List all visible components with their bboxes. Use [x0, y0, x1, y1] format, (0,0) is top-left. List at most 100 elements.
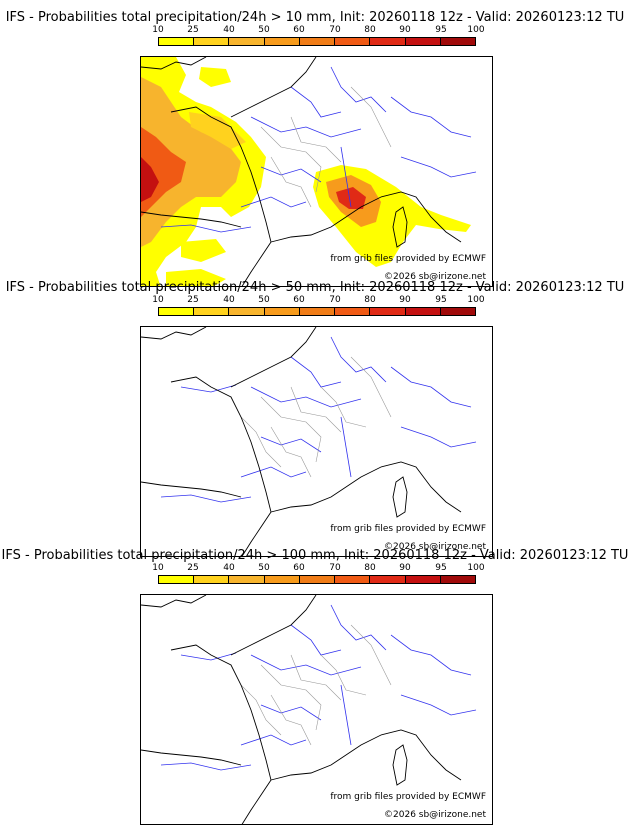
colorbar-tick: 60	[293, 25, 305, 35]
region-border	[320, 654, 367, 696]
river	[400, 426, 477, 448]
colorbar-tick: 10	[152, 295, 164, 305]
colorbar-tick: 95	[435, 295, 447, 305]
colorbar-swatches	[158, 37, 476, 46]
coastline-france-west	[170, 376, 272, 556]
colorbar-tick: 50	[258, 25, 270, 35]
colorbar-tick: 40	[223, 563, 235, 573]
river	[240, 466, 307, 478]
colorbar-swatch	[229, 38, 265, 45]
panel-title: IFS - Probabilities total precipitation/…	[1, 548, 629, 563]
colorbar-tick: 60	[293, 295, 305, 305]
rivers	[160, 66, 477, 233]
colorbar-ticks: 10 25 40 50 60 70 80 90 95 100	[152, 563, 484, 574]
colorbar-tick: 90	[399, 295, 411, 305]
river	[180, 384, 237, 393]
colorbar-swatch	[440, 308, 475, 315]
precip-area-brittany-strip	[189, 112, 246, 149]
colorbar-ticks: 10 25 40 50 60 70 80 90 95 100	[152, 25, 484, 36]
coastlines	[141, 57, 462, 286]
colorbar-swatch	[194, 38, 230, 45]
precip-patch	[199, 67, 231, 87]
precip-area-alps-core	[336, 187, 366, 209]
precip-patch	[166, 269, 226, 286]
region-border	[320, 386, 367, 428]
colorbar-swatch	[194, 308, 230, 315]
colorbar-tick: 25	[187, 563, 199, 573]
river	[340, 416, 352, 478]
colorbar-tick: 10	[152, 25, 164, 35]
panel-title: IFS - Probabilities total precipitation/…	[5, 10, 625, 25]
colorbar-tick: 80	[364, 25, 376, 35]
colorbar-tick: 40	[223, 295, 235, 305]
colorbar: 10 25 40 50 60 70 80 90 95 100	[152, 25, 485, 50]
coastline-channel	[230, 595, 317, 656]
river	[400, 156, 477, 178]
colorbar-swatch	[440, 576, 475, 583]
borders	[240, 624, 392, 746]
river	[260, 436, 322, 453]
colorbar-tick: 40	[223, 25, 235, 35]
colorbar-swatch	[335, 308, 371, 315]
river	[160, 494, 252, 503]
colorbar-swatch	[299, 38, 336, 45]
river	[290, 86, 342, 118]
coastline-spain	[141, 749, 242, 766]
colorbar-swatch	[299, 308, 336, 315]
colorbar-tick: 90	[399, 25, 411, 35]
colorbar-swatch	[440, 38, 475, 45]
region-border	[260, 126, 322, 193]
colorbar-swatch	[370, 576, 406, 583]
region-border	[350, 356, 392, 418]
colorbar-tick: 50	[258, 563, 270, 573]
corsica	[392, 206, 408, 248]
coastlines	[141, 327, 462, 556]
coastline-channel	[230, 57, 317, 118]
river	[290, 624, 342, 656]
region-border	[350, 624, 392, 686]
map-canvas	[141, 595, 477, 824]
region-border	[270, 426, 312, 478]
river	[160, 762, 252, 771]
colorbar-swatch	[405, 576, 441, 583]
rivers	[160, 336, 477, 503]
colorbar-ticks: 10 25 40 50 60 70 80 90 95 100	[152, 295, 484, 306]
precip-area-atlantic-inner	[141, 77, 241, 247]
river	[180, 652, 237, 661]
coastline-france-west	[170, 644, 272, 824]
coastlines	[141, 595, 462, 824]
panel-10mm: IFS - Probabilities total precipitation/…	[0, 10, 630, 287]
copyright: ©2026 sb@irizone.net	[384, 810, 486, 820]
colorbar-tick: 95	[435, 563, 447, 573]
colorbar-tick: 25	[187, 25, 199, 35]
copyright: ©2026 sb@irizone.net	[384, 272, 486, 282]
coastline-med	[270, 461, 462, 513]
river	[330, 604, 387, 651]
coastline-uk	[141, 57, 207, 70]
colorbar-swatch	[229, 308, 265, 315]
colorbar-swatch	[159, 576, 195, 583]
colorbar-tick: 10	[152, 563, 164, 573]
coastline-med	[270, 191, 462, 243]
colorbar-tick: 100	[467, 563, 485, 573]
river	[290, 356, 342, 388]
source-credit: from grib files provided by ECMWF	[330, 792, 486, 802]
coastline-france-west	[170, 106, 272, 286]
precip-patch	[181, 239, 226, 262]
region-border	[270, 694, 312, 746]
colorbar-swatch	[229, 576, 265, 583]
river	[340, 146, 352, 208]
colorbar-swatches	[158, 575, 476, 584]
colorbar-tick: 80	[364, 563, 376, 573]
colorbar-tick: 70	[329, 295, 341, 305]
colorbar: 10 25 40 50 60 70 80 90 95 100	[152, 563, 485, 588]
map-50mm: from grib files provided by ECMWF ©2026 …	[140, 326, 493, 557]
colorbar-swatch	[405, 38, 441, 45]
precip-area-atlantic-max	[141, 157, 159, 202]
colorbar-tick: 100	[467, 25, 485, 35]
river	[240, 196, 307, 208]
colorbar-tick: 25	[187, 295, 199, 305]
colorbar-tick: 100	[467, 295, 485, 305]
colorbar-swatch	[370, 308, 406, 315]
source-credit: from grib files provided by ECMWF	[330, 254, 486, 264]
